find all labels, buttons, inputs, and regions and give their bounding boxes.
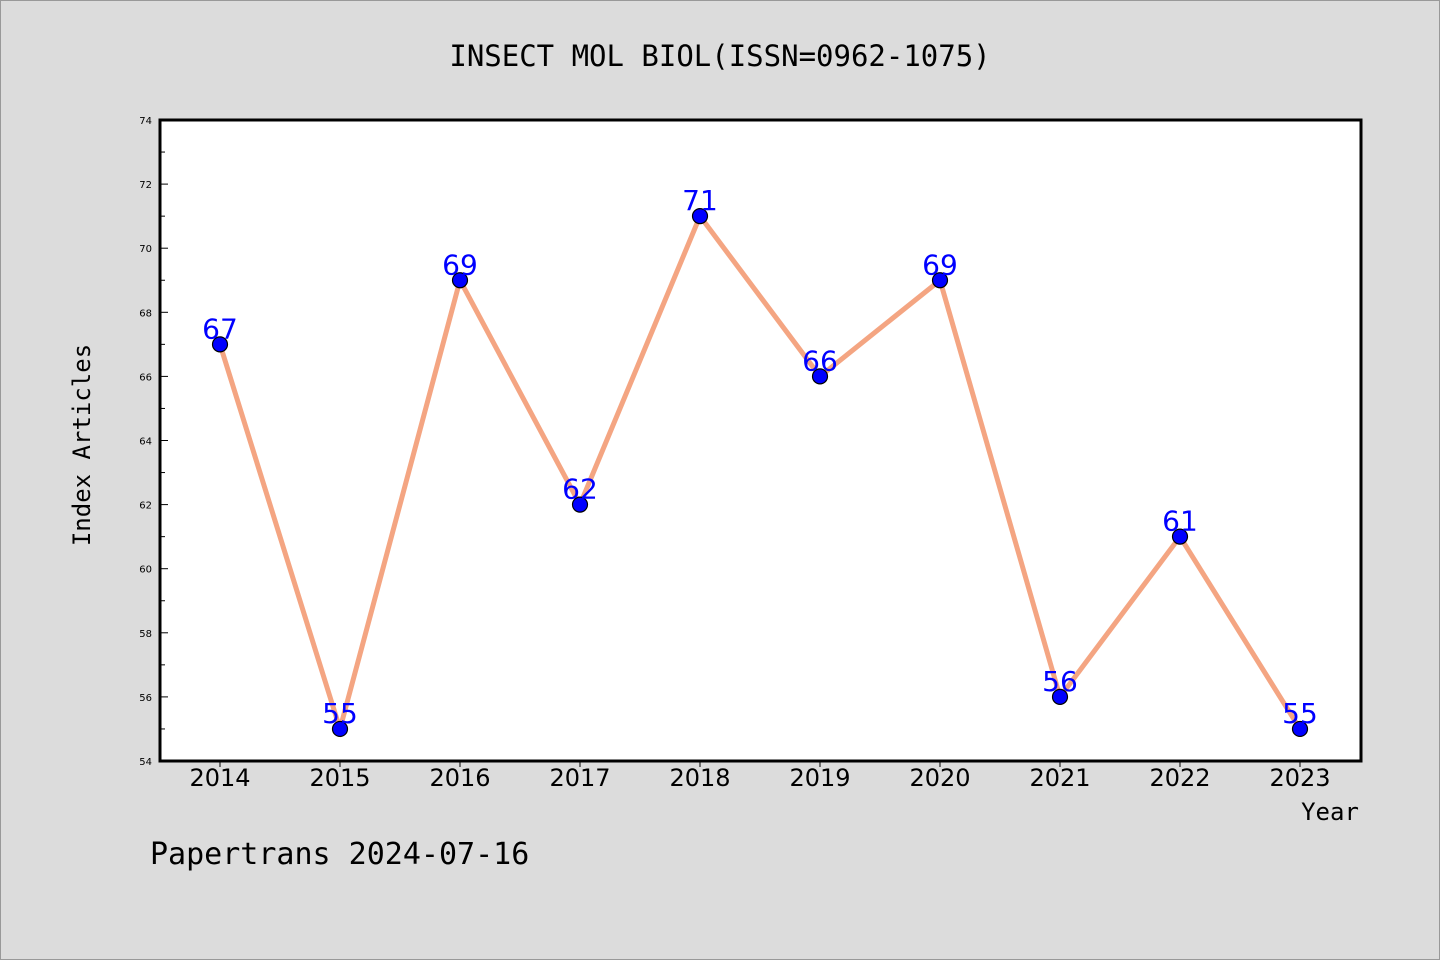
y-axis: 54 56 58 60 62 64 66 68 70 72 74 xyxy=(139,116,168,768)
data-point xyxy=(331,720,349,738)
data-label: 56 xyxy=(1042,665,1078,698)
y-tick-label: 66 xyxy=(139,372,152,383)
x-tick-label: 2023 xyxy=(1269,764,1330,792)
x-tick-label: 2017 xyxy=(549,764,610,792)
y-tick-label: 56 xyxy=(139,693,152,704)
y-tick-label: 60 xyxy=(139,565,152,576)
x-tick-label: 2019 xyxy=(789,764,850,792)
data-point xyxy=(451,272,469,289)
x-tick-label: 2022 xyxy=(1149,764,1210,792)
x-tick-label: 2014 xyxy=(189,764,250,792)
x-tick-label: 2021 xyxy=(1029,764,1090,792)
data-label: 69 xyxy=(442,248,478,281)
data-label: 61 xyxy=(1162,505,1198,538)
data-label: 71 xyxy=(682,184,718,217)
data-point xyxy=(211,336,229,353)
data-point xyxy=(1051,688,1069,706)
x-tick-label: 2018 xyxy=(669,764,730,792)
y-tick-label: 70 xyxy=(139,244,152,255)
data-point xyxy=(1171,528,1189,545)
y-tick-label: 62 xyxy=(139,501,152,512)
x-tick-label: 2020 xyxy=(909,764,970,792)
data-label: 55 xyxy=(1282,697,1318,730)
data-label: 55 xyxy=(322,697,358,730)
plot-area xyxy=(160,120,1361,761)
data-label: 62 xyxy=(562,473,598,506)
watermark-text: Papertrans 2024-07-16 xyxy=(150,837,529,872)
data-point xyxy=(1291,720,1309,738)
y-tick-label: 58 xyxy=(139,629,152,640)
data-point xyxy=(571,496,589,513)
x-axis-label: Year xyxy=(1301,798,1359,826)
data-point xyxy=(811,368,829,385)
y-tick-label: 72 xyxy=(139,180,152,191)
y-axis-label: Index Articles xyxy=(68,344,96,546)
y-tick-label: 54 xyxy=(139,757,152,768)
data-point xyxy=(691,208,709,225)
y-tick-label: 74 xyxy=(139,116,152,127)
x-axis: 2014 2015 2016 2017 2018 2019 2020 2021 2022 2023 xyxy=(189,761,1331,792)
plot-frame xyxy=(158,118,1363,763)
data-point xyxy=(931,272,949,289)
series-group: 67 55 69 62 71 66 69 56 61 55 xyxy=(202,184,1318,738)
x-tick-label: 2016 xyxy=(429,764,490,792)
data-label: 66 xyxy=(802,344,838,377)
series-line xyxy=(217,211,1303,738)
x-tick-label: 2015 xyxy=(309,764,370,792)
y-tick-label: 68 xyxy=(139,308,152,319)
data-label: 69 xyxy=(922,248,958,281)
chart-title: INSECT MOL BIOL(ISSN=0962-1075) xyxy=(449,39,990,73)
data-label: 67 xyxy=(202,312,238,345)
y-tick-label: 64 xyxy=(139,437,152,448)
